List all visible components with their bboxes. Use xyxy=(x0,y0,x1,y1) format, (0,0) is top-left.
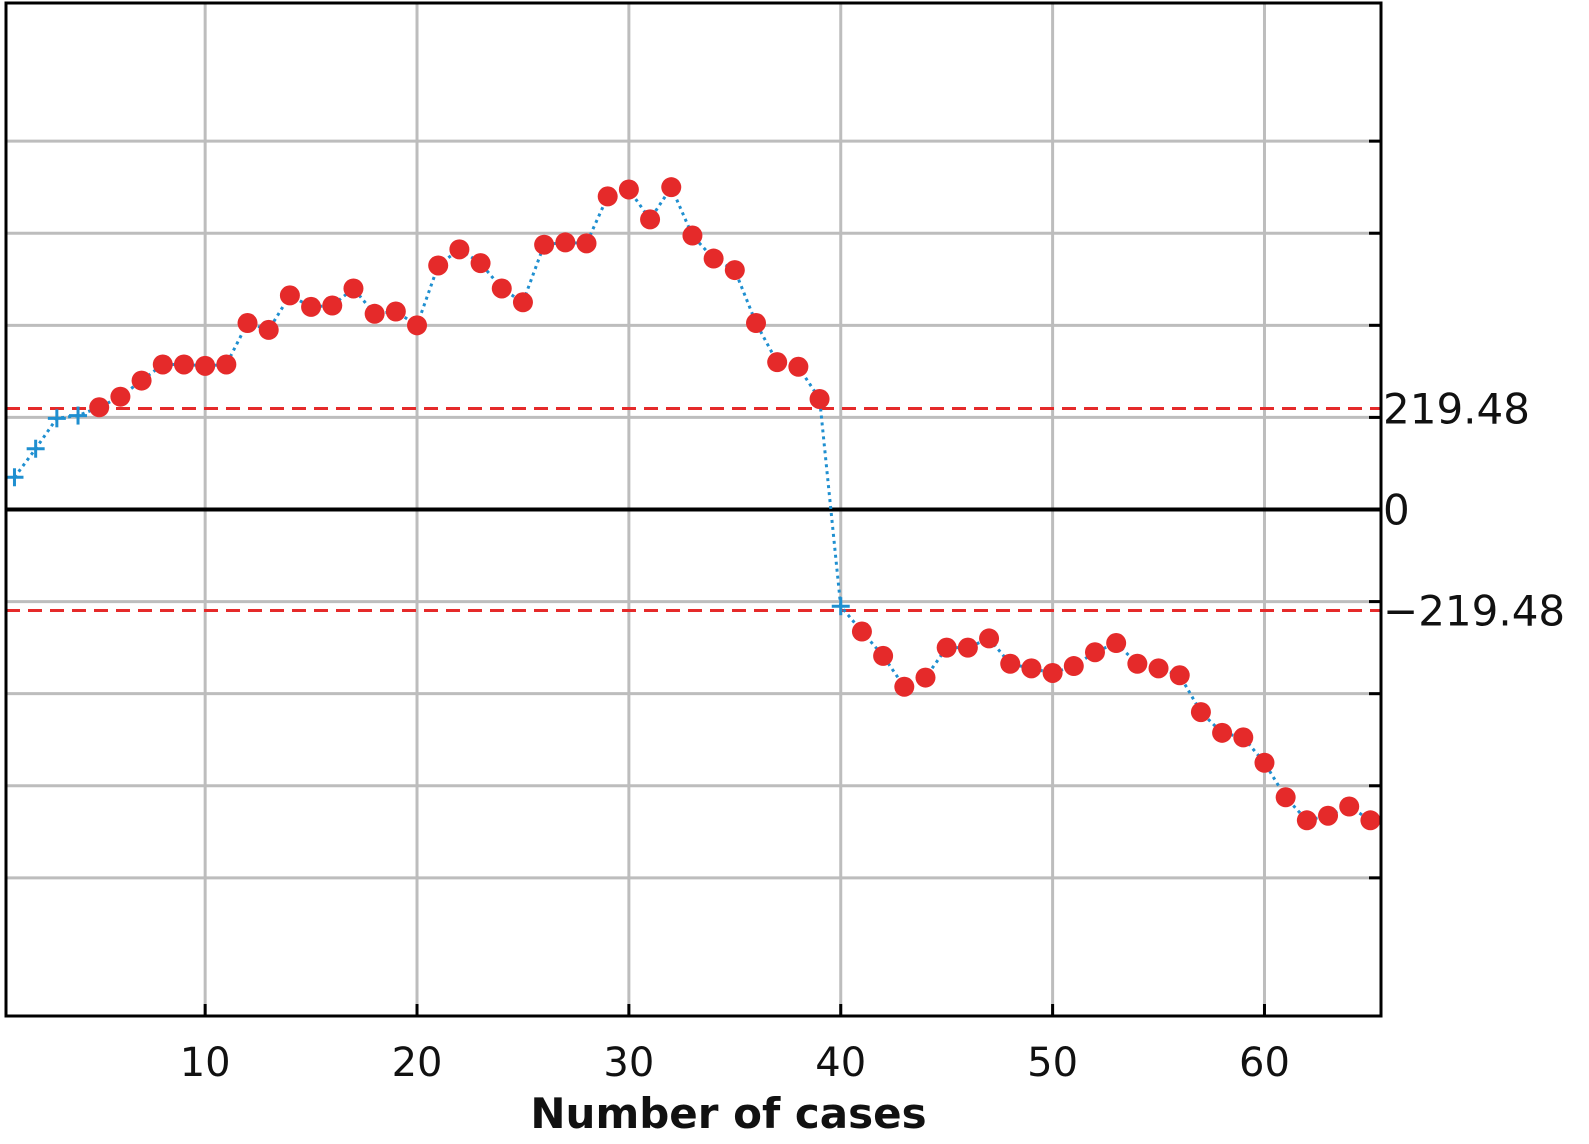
reference-line-label: 0 xyxy=(1383,486,1410,535)
data-point-outside-limit xyxy=(110,386,131,407)
data-point-outside-limit xyxy=(216,354,237,375)
data-point-outside-limit xyxy=(449,239,470,260)
data-point-within-limit xyxy=(831,597,850,616)
data-point-outside-limit xyxy=(746,313,766,334)
data-point-within-limit xyxy=(69,406,88,425)
data-point-outside-limit xyxy=(640,209,661,230)
reference-line-label: −219.48 xyxy=(1383,587,1565,636)
x-tick-label: 10 xyxy=(180,1040,231,1086)
data-point-outside-limit xyxy=(512,292,533,313)
data-point-outside-limit xyxy=(809,388,830,409)
data-point-outside-limit xyxy=(1212,722,1233,743)
x-tick-label: 30 xyxy=(603,1040,654,1086)
data-point-outside-limit xyxy=(703,248,724,269)
data-point-outside-limit xyxy=(131,370,152,391)
data-point-outside-limit xyxy=(279,285,300,306)
data-point-outside-limit xyxy=(1339,796,1360,817)
data-point-within-limit xyxy=(26,439,45,458)
data-point-outside-limit xyxy=(1000,653,1021,674)
data-point-outside-limit xyxy=(915,667,936,688)
data-point-outside-limit xyxy=(534,234,555,255)
data-point-within-limit xyxy=(5,468,24,487)
series-connector-line xyxy=(13,184,1372,822)
data-point-outside-limit xyxy=(152,354,173,375)
data-point-outside-limit xyxy=(1233,727,1254,748)
data-point-outside-limit xyxy=(195,355,216,376)
data-point-outside-limit xyxy=(385,301,406,322)
data-point-outside-limit xyxy=(788,356,809,377)
data-point-outside-limit xyxy=(407,315,428,336)
x-tick-label: 50 xyxy=(1027,1040,1078,1086)
data-point-outside-limit xyxy=(1169,665,1190,686)
data-point-outside-limit xyxy=(1106,633,1127,654)
data-point-outside-limit xyxy=(89,397,110,418)
data-point-outside-limit xyxy=(724,260,745,281)
data-point-outside-limit xyxy=(576,233,597,254)
data-point-outside-limit xyxy=(1360,810,1381,831)
x-tick-label: 20 xyxy=(392,1040,443,1086)
data-point-outside-limit xyxy=(873,645,894,666)
reference-lines: 219.48 0 −219.48 xyxy=(6,384,1565,636)
data-point-outside-limit xyxy=(237,313,258,334)
data-point-outside-limit xyxy=(682,225,703,246)
data-point-outside-limit xyxy=(1084,642,1105,663)
data-point-outside-limit xyxy=(936,637,957,658)
data-point-outside-limit xyxy=(851,621,872,642)
data-point-outside-limit xyxy=(555,232,576,253)
data-point-outside-limit xyxy=(1021,658,1042,679)
data-point-outside-limit xyxy=(343,278,364,299)
data-point-outside-limit xyxy=(894,676,915,697)
data-point-outside-limit xyxy=(428,255,449,276)
data-point-outside-limit xyxy=(322,295,343,316)
data-point-outside-limit xyxy=(1042,662,1063,683)
data-point-within-limit xyxy=(47,409,66,428)
data-point-outside-limit xyxy=(470,253,491,274)
x-tick-label: 40 xyxy=(815,1040,866,1086)
data-point-outside-limit xyxy=(597,186,618,207)
data-point-outside-limit xyxy=(364,303,385,324)
data-point-outside-limit xyxy=(979,628,1000,649)
data-point-outside-limit xyxy=(1127,653,1148,674)
data-point-outside-limit xyxy=(1148,658,1169,679)
data-point-outside-limit xyxy=(1254,752,1275,773)
data-point-outside-limit xyxy=(301,296,322,317)
data-series xyxy=(5,177,1381,831)
data-point-outside-limit xyxy=(767,352,788,373)
data-point-outside-limit xyxy=(957,637,978,658)
data-point-outside-limit xyxy=(618,179,639,200)
data-point-outside-limit xyxy=(661,177,682,198)
data-point-outside-limit xyxy=(1296,810,1317,831)
x-axis-title: Number of cases xyxy=(530,1089,926,1138)
data-point-outside-limit xyxy=(1318,805,1339,826)
data-point-outside-limit xyxy=(1063,656,1084,677)
reference-line-label: 219.48 xyxy=(1383,384,1530,433)
x-tick-label: 60 xyxy=(1239,1040,1290,1086)
axis-ticks: 10 20 30 40 50 60 xyxy=(180,139,1381,1086)
data-point-outside-limit xyxy=(1190,702,1211,723)
data-point-outside-limit xyxy=(1275,787,1296,808)
data-point-outside-limit xyxy=(491,278,512,299)
data-point-outside-limit xyxy=(173,354,194,375)
data-point-outside-limit xyxy=(258,319,279,340)
